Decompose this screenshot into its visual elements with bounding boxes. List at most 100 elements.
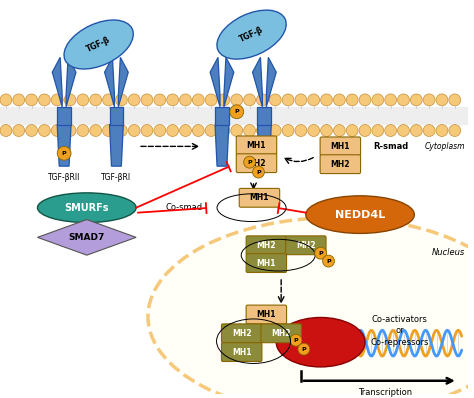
FancyBboxPatch shape <box>246 236 287 255</box>
Polygon shape <box>37 220 136 255</box>
Text: MH1: MH1 <box>247 141 266 150</box>
Text: TGF-βRII: TGF-βRII <box>48 173 80 182</box>
Circle shape <box>298 343 310 355</box>
Circle shape <box>77 125 89 137</box>
Circle shape <box>64 94 76 106</box>
Circle shape <box>333 125 345 137</box>
Text: P: P <box>247 160 252 165</box>
Circle shape <box>290 334 302 346</box>
Text: Nucleus: Nucleus <box>432 248 465 257</box>
Polygon shape <box>266 57 276 107</box>
FancyBboxPatch shape <box>320 137 361 156</box>
Circle shape <box>116 94 127 106</box>
Ellipse shape <box>148 218 474 398</box>
Circle shape <box>13 125 25 137</box>
Polygon shape <box>118 57 128 107</box>
Circle shape <box>253 166 264 178</box>
Circle shape <box>231 125 243 137</box>
Text: Transcription: Transcription <box>358 388 412 397</box>
Circle shape <box>295 94 307 106</box>
Circle shape <box>256 94 268 106</box>
Text: P: P <box>301 347 306 351</box>
Bar <box>109 107 123 125</box>
Circle shape <box>154 125 166 137</box>
Circle shape <box>295 125 307 137</box>
Circle shape <box>436 125 448 137</box>
Circle shape <box>77 94 89 106</box>
Circle shape <box>102 125 114 137</box>
Circle shape <box>359 94 371 106</box>
Circle shape <box>385 94 397 106</box>
Polygon shape <box>52 57 62 107</box>
Circle shape <box>218 94 230 106</box>
Circle shape <box>13 94 25 106</box>
FancyBboxPatch shape <box>239 188 280 207</box>
Circle shape <box>244 125 255 137</box>
Circle shape <box>308 94 319 106</box>
Circle shape <box>308 125 319 137</box>
FancyBboxPatch shape <box>320 155 361 174</box>
Text: P: P <box>293 338 298 343</box>
Text: MH1: MH1 <box>256 310 276 319</box>
Polygon shape <box>210 57 220 107</box>
Text: P: P <box>62 151 66 156</box>
Text: MH2: MH2 <box>256 241 276 250</box>
Text: MH2: MH2 <box>232 329 251 338</box>
Text: MH1: MH1 <box>232 347 251 357</box>
Circle shape <box>282 94 294 106</box>
Ellipse shape <box>64 20 133 69</box>
Circle shape <box>218 125 230 137</box>
Ellipse shape <box>276 318 365 367</box>
Bar <box>215 107 229 125</box>
Polygon shape <box>257 125 271 166</box>
Text: TGF-β: TGF-β <box>85 35 112 54</box>
Circle shape <box>244 156 255 168</box>
Circle shape <box>38 94 50 106</box>
Ellipse shape <box>37 193 136 222</box>
Circle shape <box>0 125 12 137</box>
Text: SMURFs: SMURFs <box>64 203 109 213</box>
Circle shape <box>116 125 127 137</box>
Text: Co-smad: Co-smad <box>165 203 202 212</box>
FancyBboxPatch shape <box>221 343 262 361</box>
Circle shape <box>90 94 101 106</box>
Circle shape <box>256 125 268 137</box>
Circle shape <box>333 94 345 106</box>
Circle shape <box>141 125 153 137</box>
Text: R-smad: R-smad <box>373 142 408 151</box>
Circle shape <box>102 94 114 106</box>
Circle shape <box>0 94 12 106</box>
Circle shape <box>57 146 71 160</box>
Circle shape <box>315 247 327 259</box>
FancyBboxPatch shape <box>246 305 287 324</box>
Circle shape <box>423 94 435 106</box>
FancyBboxPatch shape <box>246 254 287 273</box>
Bar <box>57 107 71 125</box>
Text: MH2: MH2 <box>330 160 350 169</box>
Polygon shape <box>253 57 263 107</box>
Circle shape <box>323 255 335 267</box>
Text: MH2: MH2 <box>272 329 291 338</box>
Text: MH1: MH1 <box>256 259 276 267</box>
Circle shape <box>128 94 140 106</box>
Text: TGF-β: TGF-β <box>238 25 265 44</box>
Circle shape <box>26 125 37 137</box>
Circle shape <box>167 94 179 106</box>
Text: Co-activators
or
Co-repressors: Co-activators or Co-repressors <box>370 314 429 347</box>
Circle shape <box>449 125 461 137</box>
Text: MH1: MH1 <box>250 193 269 202</box>
Circle shape <box>449 94 461 106</box>
Circle shape <box>141 94 153 106</box>
Circle shape <box>282 125 294 137</box>
Circle shape <box>423 125 435 137</box>
Polygon shape <box>105 57 114 107</box>
Circle shape <box>320 94 332 106</box>
Circle shape <box>38 125 50 137</box>
Circle shape <box>372 94 384 106</box>
Circle shape <box>128 125 140 137</box>
Circle shape <box>398 125 410 137</box>
Circle shape <box>410 125 422 137</box>
Circle shape <box>180 94 191 106</box>
Polygon shape <box>57 125 71 166</box>
Circle shape <box>346 94 358 106</box>
